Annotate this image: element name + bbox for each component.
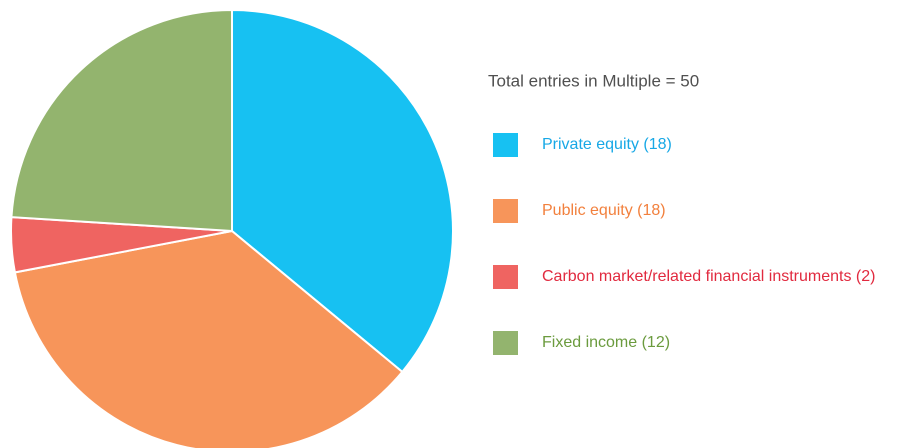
legend-swatch (493, 331, 518, 355)
pie-slice (10, 8, 233, 233)
legend-label: Private equity (18) (542, 136, 672, 153)
legend-swatch (493, 133, 518, 157)
legend-label: Fixed income (12) (542, 334, 670, 351)
legend-label: Public equity (18) (542, 202, 666, 219)
legend-swatch (493, 265, 518, 289)
legend-swatch (493, 199, 518, 223)
pie-slice (231, 8, 454, 374)
pie-slice (13, 229, 404, 448)
legend-label: Carbon market/related financial instrume… (542, 268, 875, 285)
chart-subtitle: Total entries in Multiple = 50 (488, 71, 699, 90)
